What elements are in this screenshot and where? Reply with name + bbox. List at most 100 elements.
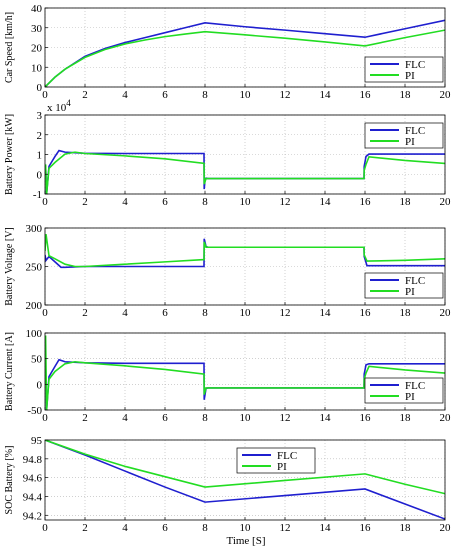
x-tick-label: 16 — [360, 196, 372, 208]
y-tick-label: 1 — [37, 150, 43, 162]
series-line-pi — [45, 29, 445, 87]
x-tick-label: 2 — [82, 89, 88, 101]
x-tick-label: 18 — [400, 307, 412, 319]
legend-box — [364, 56, 444, 83]
y-tick-label: 94.8 — [23, 454, 43, 466]
x-tick-label: 20 — [440, 89, 452, 101]
x-tick-label: 0 — [42, 196, 48, 208]
y-axis-label: Car Speed [km/h] — [4, 12, 15, 83]
y-tick-label: 10 — [31, 62, 43, 74]
x-tick-label: 14 — [320, 522, 332, 534]
exponent-label: x 104 — [47, 98, 71, 114]
x-tick-label: 6 — [162, 412, 168, 424]
y-tick-label: 0 — [37, 169, 43, 181]
x-tick-label: 20 — [440, 522, 452, 534]
y-tick-label: 0 — [37, 379, 43, 391]
legend-label-pi: PI — [405, 286, 415, 298]
x-tick-label: 4 — [122, 89, 128, 101]
y-axis-label: Battery Voltage [V] — [4, 227, 15, 306]
x-tick-label: 20 — [440, 196, 452, 208]
x-tick-label: 10 — [240, 522, 252, 534]
x-tick-label: 12 — [280, 412, 291, 424]
x-tick-label: 14 — [320, 89, 332, 101]
x-tick-label: 2 — [82, 522, 88, 534]
legend-label-flc: FLC — [405, 275, 425, 287]
x-tick-label: 0 — [42, 307, 48, 319]
series-line-flc — [45, 440, 445, 520]
x-tick-label: 16 — [360, 522, 372, 534]
x-tick-label: 12 — [280, 89, 291, 101]
x-tick-label: 18 — [400, 522, 412, 534]
x-tick-label: 8 — [202, 89, 208, 101]
x-tick-label: 20 — [440, 412, 452, 424]
x-tick-label: 8 — [202, 522, 208, 534]
series-line-flc — [45, 358, 445, 410]
x-tick-label: 18 — [400, 196, 412, 208]
y-axis-label: SOC Battery [%] — [4, 446, 15, 515]
legend-label-flc: FLC — [405, 380, 425, 392]
y-axis-label: Battery Power [kW] — [4, 114, 15, 195]
legend-label-pi: PI — [405, 70, 415, 82]
y-tick-label: 40 — [31, 3, 43, 15]
x-tick-label: 2 — [82, 412, 88, 424]
exponent-superscript: 4 — [66, 98, 71, 108]
x-tick-label: 16 — [360, 89, 372, 101]
x-tick-label: 4 — [122, 412, 128, 424]
x-tick-label: 2 — [82, 307, 88, 319]
legend-label-flc: FLC — [277, 450, 297, 462]
y-tick-label: 94.4 — [23, 491, 43, 503]
x-tick-label: 8 — [202, 412, 208, 424]
series-line-pi — [45, 234, 445, 268]
x-tick-label: 0 — [42, 522, 48, 534]
x-tick-label: 18 — [400, 412, 412, 424]
x-tick-label: 8 — [202, 196, 208, 208]
x-tick-label: 10 — [240, 307, 252, 319]
y-tick-label: 3 — [37, 110, 43, 122]
y-tick-label: 95 — [31, 435, 43, 447]
x-tick-label: 10 — [240, 196, 252, 208]
x-tick-label: 4 — [122, 196, 128, 208]
x-axis-label: Time [S] — [226, 535, 265, 547]
x-tick-label: 6 — [162, 89, 168, 101]
x-tick-label: 0 — [42, 89, 48, 101]
x-tick-label: 16 — [360, 307, 372, 319]
x-tick-label: 10 — [240, 89, 252, 101]
legend-label-flc: FLC — [405, 59, 425, 71]
y-tick-label: 94.6 — [23, 473, 43, 485]
legend-label-flc: FLC — [405, 125, 425, 137]
y-tick-label: -1 — [33, 189, 42, 201]
x-tick-label: 8 — [202, 307, 208, 319]
legend-label-pi: PI — [405, 391, 415, 403]
x-tick-label: 20 — [440, 307, 452, 319]
legend-box — [364, 272, 444, 299]
x-tick-label: 18 — [400, 89, 412, 101]
x-tick-label: 16 — [360, 412, 372, 424]
y-axis-label: Battery Current [A] — [4, 332, 15, 411]
x-tick-label: 2 — [82, 196, 88, 208]
y-tick-label: 2 — [37, 130, 43, 142]
series-line-pi — [45, 151, 445, 194]
y-tick-label: 94.2 — [23, 510, 42, 522]
x-tick-label: 10 — [240, 412, 252, 424]
x-tick-label: 14 — [320, 412, 332, 424]
x-tick-label: 4 — [122, 522, 128, 534]
legend-box — [364, 122, 444, 149]
series-line-pi — [45, 335, 445, 410]
x-tick-label: 6 — [162, 196, 168, 208]
y-tick-label: 100 — [26, 328, 43, 340]
y-tick-label: 300 — [26, 223, 43, 235]
x-tick-label: 14 — [320, 307, 332, 319]
y-tick-label: 50 — [31, 354, 43, 366]
x-tick-label: 4 — [122, 307, 128, 319]
y-tick-label: 20 — [31, 43, 43, 55]
legend-label-pi: PI — [277, 461, 287, 473]
y-tick-label: 250 — [26, 262, 43, 274]
y-tick-label: -50 — [27, 405, 42, 417]
legend-box — [364, 377, 444, 404]
